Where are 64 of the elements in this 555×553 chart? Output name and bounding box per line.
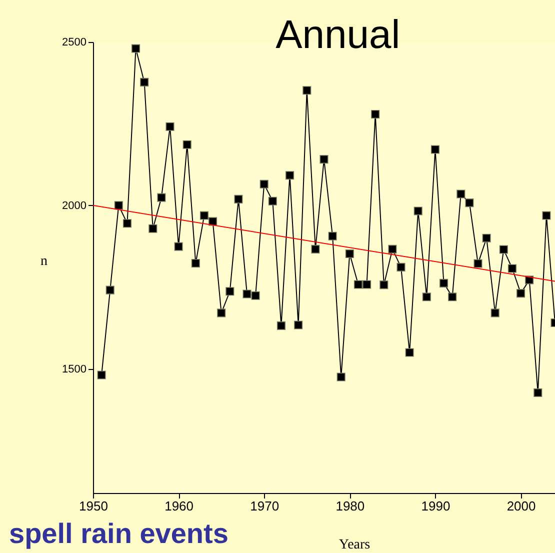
point	[302, 86, 312, 95]
point	[148, 224, 158, 233]
x-tick-label: 1960	[164, 498, 194, 514]
point	[354, 280, 362, 289]
point	[294, 320, 303, 330]
point	[97, 370, 106, 380]
point	[440, 278, 448, 288]
point	[474, 259, 482, 268]
point	[328, 232, 337, 240]
point	[508, 264, 516, 273]
point	[268, 196, 277, 206]
x-tick-label: 1990	[421, 498, 450, 514]
point	[456, 190, 466, 198]
x-tick-label: 1980	[336, 498, 365, 514]
point	[371, 110, 380, 118]
point	[200, 211, 208, 220]
point	[286, 171, 294, 180]
point	[430, 145, 440, 154]
x-tick-label: 1970	[250, 498, 280, 514]
point	[276, 321, 286, 330]
text: spell rain events	[9, 518, 228, 549]
point	[345, 250, 354, 258]
x-axis-title: Years	[338, 538, 370, 552]
point	[114, 201, 123, 210]
point	[414, 206, 422, 216]
point	[157, 193, 166, 202]
point	[422, 292, 431, 302]
point	[122, 219, 132, 228]
point	[226, 287, 234, 296]
point	[448, 292, 457, 302]
point	[534, 388, 542, 397]
point	[174, 242, 183, 251]
point	[490, 308, 500, 318]
point	[106, 286, 114, 294]
x-tick-label: 1950	[79, 498, 108, 514]
point	[242, 290, 252, 298]
point	[542, 211, 551, 220]
point	[405, 348, 414, 357]
y-tick-label: 2500	[62, 36, 86, 48]
point	[251, 291, 260, 300]
point	[499, 245, 508, 254]
point	[380, 280, 388, 290]
point	[166, 122, 174, 131]
point	[191, 258, 200, 268]
point	[396, 262, 406, 272]
point	[182, 140, 192, 149]
x-tick-label: 2000	[506, 498, 536, 514]
point	[465, 198, 474, 208]
point	[482, 234, 491, 242]
point	[362, 280, 372, 289]
point	[320, 155, 328, 164]
point	[388, 244, 397, 254]
point	[311, 244, 320, 254]
point	[140, 78, 149, 86]
point	[516, 289, 526, 298]
point	[260, 180, 268, 188]
y-tick-label: 2000	[62, 200, 86, 212]
point	[336, 372, 346, 382]
point	[132, 44, 140, 53]
point	[217, 308, 226, 318]
point	[234, 194, 243, 204]
y-tick-label: 1500	[62, 363, 86, 376]
chart-title: Annual	[276, 13, 400, 57]
y-axis-title: n	[40, 254, 48, 269]
